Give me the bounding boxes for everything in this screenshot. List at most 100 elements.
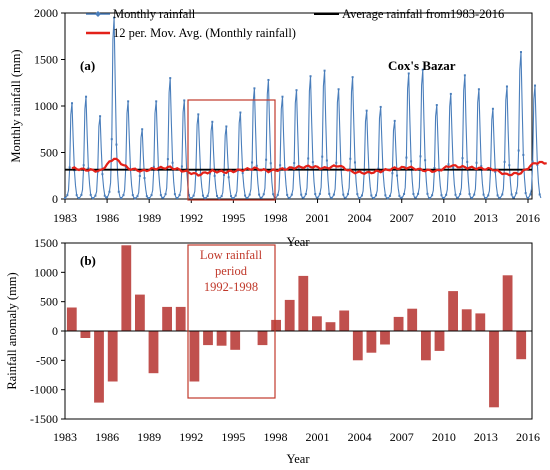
point-monthly [510, 193, 513, 196]
bar-1986 [107, 331, 118, 382]
point-monthly [405, 156, 408, 159]
bar-2005 [366, 331, 377, 353]
point-monthly [293, 162, 296, 165]
y-tick-label-b: 0 [52, 324, 58, 338]
legend-label-monthly: Monthly rainfall [113, 7, 196, 21]
bar-1997 [257, 331, 268, 346]
bar-2001 [312, 316, 322, 331]
bar-1995 [230, 331, 241, 350]
point-monthly [452, 166, 455, 169]
point-monthly [159, 194, 162, 197]
point-monthly [517, 149, 520, 152]
point-monthly [344, 196, 347, 199]
y-tick-label-a: 2000 [34, 6, 58, 20]
point-monthly [325, 159, 328, 162]
point-monthly [309, 75, 312, 78]
point-monthly [288, 196, 291, 199]
point-monthly [442, 196, 445, 199]
point-monthly [269, 162, 272, 165]
point-monthly [391, 172, 394, 175]
bar-group-b [66, 245, 527, 408]
point-monthly [470, 196, 473, 199]
point-monthly [379, 105, 382, 108]
bar-2012 [461, 309, 472, 331]
point-monthly [265, 158, 268, 161]
point-monthly [134, 197, 137, 200]
legend-marker-monthly [95, 11, 101, 17]
point-monthly [498, 196, 501, 199]
y-axis-label-a: Monthly rainfall (mm) [9, 49, 23, 162]
point-monthly [519, 51, 522, 54]
point-monthly [178, 194, 181, 197]
legend-item-average: Average rainfall from1983-2016 [314, 7, 504, 21]
point-monthly [342, 193, 345, 196]
x-tick-label-a: 1983 [53, 211, 77, 225]
x-tick-group-b: 1983 1986 1989 1992 1995 1998 2001 2004 2007 2010… [53, 430, 540, 444]
series-group-a [64, 16, 547, 200]
point-monthly [398, 194, 401, 197]
bar-2011 [448, 291, 458, 331]
bar-2015 [502, 275, 513, 331]
point-monthly [190, 197, 193, 200]
x-tick-label-b: 2007 [390, 430, 414, 444]
point-monthly [248, 193, 251, 196]
bar-2010 [434, 331, 445, 351]
bar-1994 [216, 331, 227, 346]
point-monthly [138, 174, 141, 177]
y-tick-label-a: 1500 [34, 53, 58, 67]
highlight-box-top [187, 99, 276, 201]
point-monthly [87, 167, 90, 170]
point-monthly [447, 163, 450, 166]
x-axis-label-b: Year [286, 452, 310, 466]
point-monthly [117, 190, 120, 193]
y-tick-label-b: 1000 [34, 265, 58, 279]
y-tick-label-b: 500 [40, 295, 58, 309]
x-tick-label-a: 2001 [306, 211, 330, 225]
point-monthly [232, 197, 235, 200]
point-monthly [192, 194, 195, 197]
point-monthly [466, 160, 469, 163]
point-monthly [440, 194, 443, 197]
point-monthly [85, 95, 88, 98]
point-monthly [194, 170, 197, 173]
point-monthly [64, 197, 66, 200]
point-monthly [103, 194, 106, 197]
point-monthly [524, 192, 527, 195]
point-monthly [99, 115, 102, 118]
point-monthly [529, 193, 532, 196]
point-monthly [176, 197, 179, 200]
point-monthly [307, 157, 310, 160]
point-monthly [351, 76, 354, 79]
point-monthly [68, 166, 71, 169]
point-monthly [534, 84, 537, 87]
point-monthly [300, 193, 303, 196]
point-monthly [180, 165, 183, 168]
point-monthly [414, 196, 417, 199]
bar-1984 [80, 331, 91, 338]
point-monthly [491, 107, 494, 110]
x-tick-label-a: 1992 [179, 211, 203, 225]
x-tick-label-a: 2010 [432, 211, 456, 225]
point-monthly [92, 197, 95, 200]
y-tick-label-b: 1500 [34, 236, 58, 250]
point-monthly [220, 195, 223, 198]
point-monthly [251, 161, 254, 164]
bar-2016 [516, 331, 527, 360]
point-monthly [166, 158, 169, 161]
point-monthly [475, 161, 478, 164]
point-monthly [412, 192, 415, 195]
point-monthly [463, 74, 466, 77]
point-monthly [400, 196, 403, 199]
station-label: Cox's Bazar [388, 58, 456, 73]
point-monthly [531, 160, 534, 163]
legend-item-moving-avg: 12 per. Mov. Avg. (Monthly rainfall) [86, 26, 296, 40]
point-monthly [330, 196, 333, 199]
annotation-line-1: Low rainfall [200, 248, 263, 262]
point-monthly [431, 194, 434, 197]
bar-2003 [339, 310, 350, 331]
panel-letter-a: (a) [80, 58, 95, 73]
legend-label-moving-avg: 12 per. Mov. Avg. (Monthly rainfall) [113, 26, 296, 40]
point-monthly [494, 170, 497, 173]
point-monthly [143, 177, 146, 180]
